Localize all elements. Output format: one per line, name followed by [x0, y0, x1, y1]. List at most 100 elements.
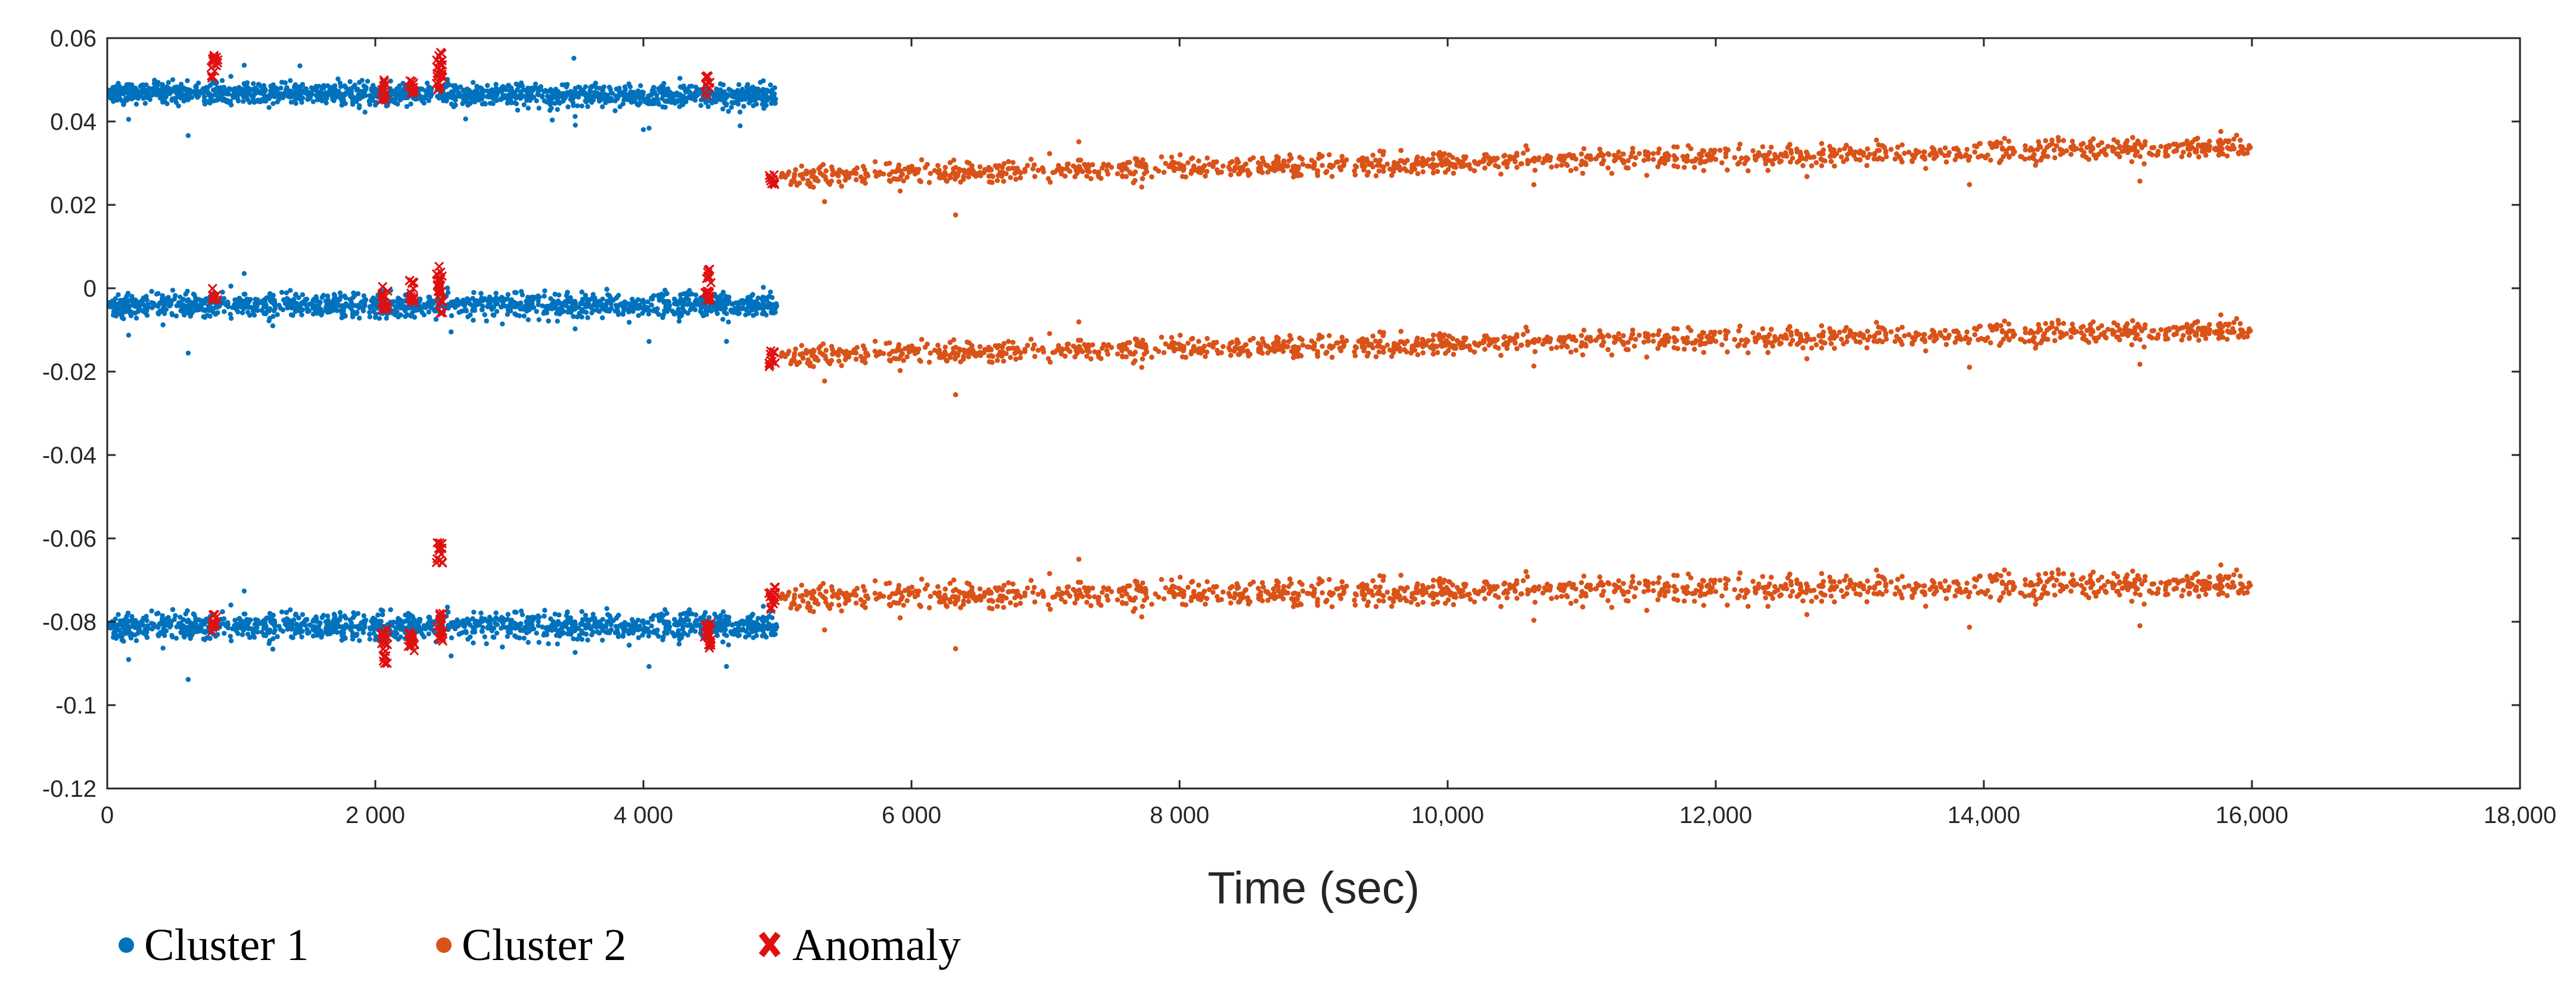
data-point — [742, 619, 748, 625]
data-point — [270, 101, 276, 107]
data-point — [596, 619, 602, 625]
data-point — [689, 83, 695, 89]
data-point — [671, 297, 677, 302]
data-point — [155, 291, 161, 296]
data-point — [164, 301, 170, 307]
data-point — [736, 632, 742, 638]
data-point — [746, 625, 751, 631]
data-point — [728, 629, 734, 634]
data-point — [288, 312, 294, 317]
data-point — [555, 107, 560, 113]
data-point — [462, 301, 467, 307]
data-point — [749, 304, 755, 310]
data-point — [470, 616, 475, 622]
data-point — [270, 314, 276, 319]
data-point — [132, 624, 137, 629]
data-point — [220, 621, 226, 627]
data-point — [235, 631, 241, 637]
data-point — [764, 624, 769, 629]
data-point — [635, 618, 641, 623]
data-point — [598, 93, 603, 99]
data-point — [472, 620, 478, 626]
data-point — [251, 627, 256, 632]
data-point — [288, 288, 293, 293]
data-point — [189, 632, 195, 638]
data-point — [300, 612, 306, 618]
data-point — [604, 606, 609, 612]
data-point — [435, 93, 440, 99]
data-point — [768, 289, 773, 295]
data-point — [768, 82, 773, 88]
data-point — [565, 289, 570, 295]
data-point — [533, 81, 539, 87]
data-point — [636, 313, 642, 318]
data-point — [530, 301, 535, 307]
data-point — [453, 300, 459, 306]
data-point — [508, 300, 514, 306]
data-point — [672, 301, 677, 307]
data-point — [241, 291, 247, 297]
data-point — [657, 88, 662, 93]
data-point — [486, 303, 491, 308]
data-point — [396, 295, 401, 301]
data-point — [241, 588, 247, 594]
data-point — [263, 303, 269, 308]
data-point — [755, 92, 760, 98]
data-point — [718, 306, 724, 311]
data-point — [516, 301, 522, 307]
data-point — [661, 634, 666, 640]
data-point — [724, 101, 729, 107]
data-point — [230, 93, 235, 98]
data-point — [356, 627, 362, 632]
data-point — [570, 619, 575, 625]
data-point — [307, 90, 313, 96]
data-point — [463, 308, 469, 314]
data-point — [126, 332, 132, 338]
data-point — [245, 310, 251, 315]
data-point — [145, 90, 150, 95]
data-point — [583, 99, 589, 105]
data-point — [729, 105, 734, 110]
data-point — [761, 604, 766, 609]
data-point — [751, 313, 756, 318]
data-point — [646, 633, 652, 639]
data-point — [136, 628, 141, 634]
data-point — [181, 85, 186, 91]
data-point — [396, 637, 401, 642]
data-point — [155, 80, 161, 85]
data-point — [284, 85, 290, 91]
data-point — [612, 108, 618, 114]
data-point — [536, 302, 541, 307]
data-point — [335, 303, 341, 308]
data-point — [398, 300, 404, 306]
data-point — [600, 315, 605, 320]
data-point — [761, 298, 767, 303]
data-point — [193, 84, 198, 89]
data-point — [621, 97, 627, 103]
data-point — [758, 627, 764, 632]
data-point — [542, 607, 547, 613]
data-point — [156, 633, 161, 638]
data-point — [655, 96, 660, 102]
data-point — [565, 82, 570, 87]
data-point — [360, 94, 366, 99]
data-point — [225, 300, 231, 305]
data-point — [191, 625, 197, 630]
data-point — [693, 612, 699, 618]
series-cluster-1 — [106, 55, 780, 682]
data-point — [288, 78, 293, 83]
data-point — [173, 613, 178, 618]
data-point — [549, 117, 555, 123]
data-point — [293, 292, 298, 298]
data-point — [337, 80, 343, 86]
data-point — [701, 613, 707, 619]
data-point — [299, 634, 304, 640]
data-point — [352, 82, 357, 88]
data-point — [166, 80, 171, 85]
data-point — [505, 634, 510, 639]
data-point — [552, 291, 558, 297]
data-point — [354, 99, 359, 104]
data-point — [677, 76, 683, 81]
data-point — [228, 311, 233, 317]
data-point — [443, 95, 448, 100]
